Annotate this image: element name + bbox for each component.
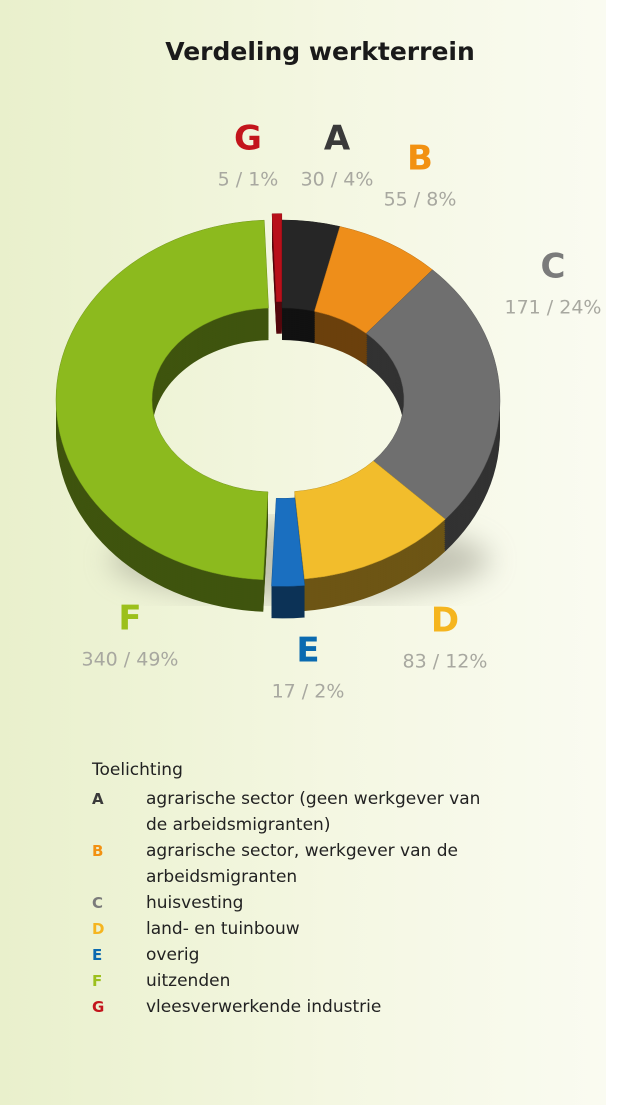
slice-letter: C	[541, 247, 566, 287]
legend-key: E	[92, 946, 103, 964]
legend-text: agrarische sector, werkgever van de arbe…	[146, 841, 458, 887]
slice-letter: D	[431, 601, 459, 641]
legend-key: D	[92, 920, 105, 938]
legend-key: F	[92, 972, 103, 990]
legend-key: A	[92, 790, 104, 808]
segment	[271, 497, 305, 587]
slice-letter: F	[118, 599, 141, 639]
value-label: 83 / 12%	[403, 651, 488, 673]
value-label: 30 / 4%	[301, 169, 374, 191]
legend-text: land- en tuinbouw	[146, 919, 300, 939]
slice-letter: B	[407, 139, 433, 179]
value-label: 5 / 1%	[218, 169, 279, 191]
value-label: 171 / 24%	[505, 297, 602, 319]
chart: Verdeling werkterrein A 30 / 4% B 55 / 8% C 1…	[55, 37, 602, 703]
legend-key: C	[92, 894, 104, 912]
legend-text: vleesverwerkende industrie	[146, 997, 382, 1017]
segment	[55, 219, 269, 581]
chart-title: Verdeling werkterrein	[165, 37, 475, 66]
value-label: 55 / 8%	[384, 189, 457, 211]
legend-title: Toelichting	[92, 760, 183, 780]
segment	[365, 269, 501, 520]
legend-text: overig	[146, 945, 200, 965]
segment	[294, 460, 446, 580]
slice-letter: A	[324, 119, 351, 159]
value-label: 17 / 2%	[272, 681, 345, 703]
legend-text: huisvesting	[146, 893, 244, 913]
legend-key: G	[92, 998, 105, 1016]
legend-text: uitzenden	[146, 971, 231, 991]
legend-key: B	[92, 842, 104, 860]
slice-letter: G	[234, 119, 262, 159]
segment	[271, 213, 283, 302]
legend-text: agrarische sector (geen werkgever van de…	[146, 789, 481, 835]
value-label: 340 / 49%	[82, 649, 179, 671]
slice-letter: E	[296, 631, 319, 671]
